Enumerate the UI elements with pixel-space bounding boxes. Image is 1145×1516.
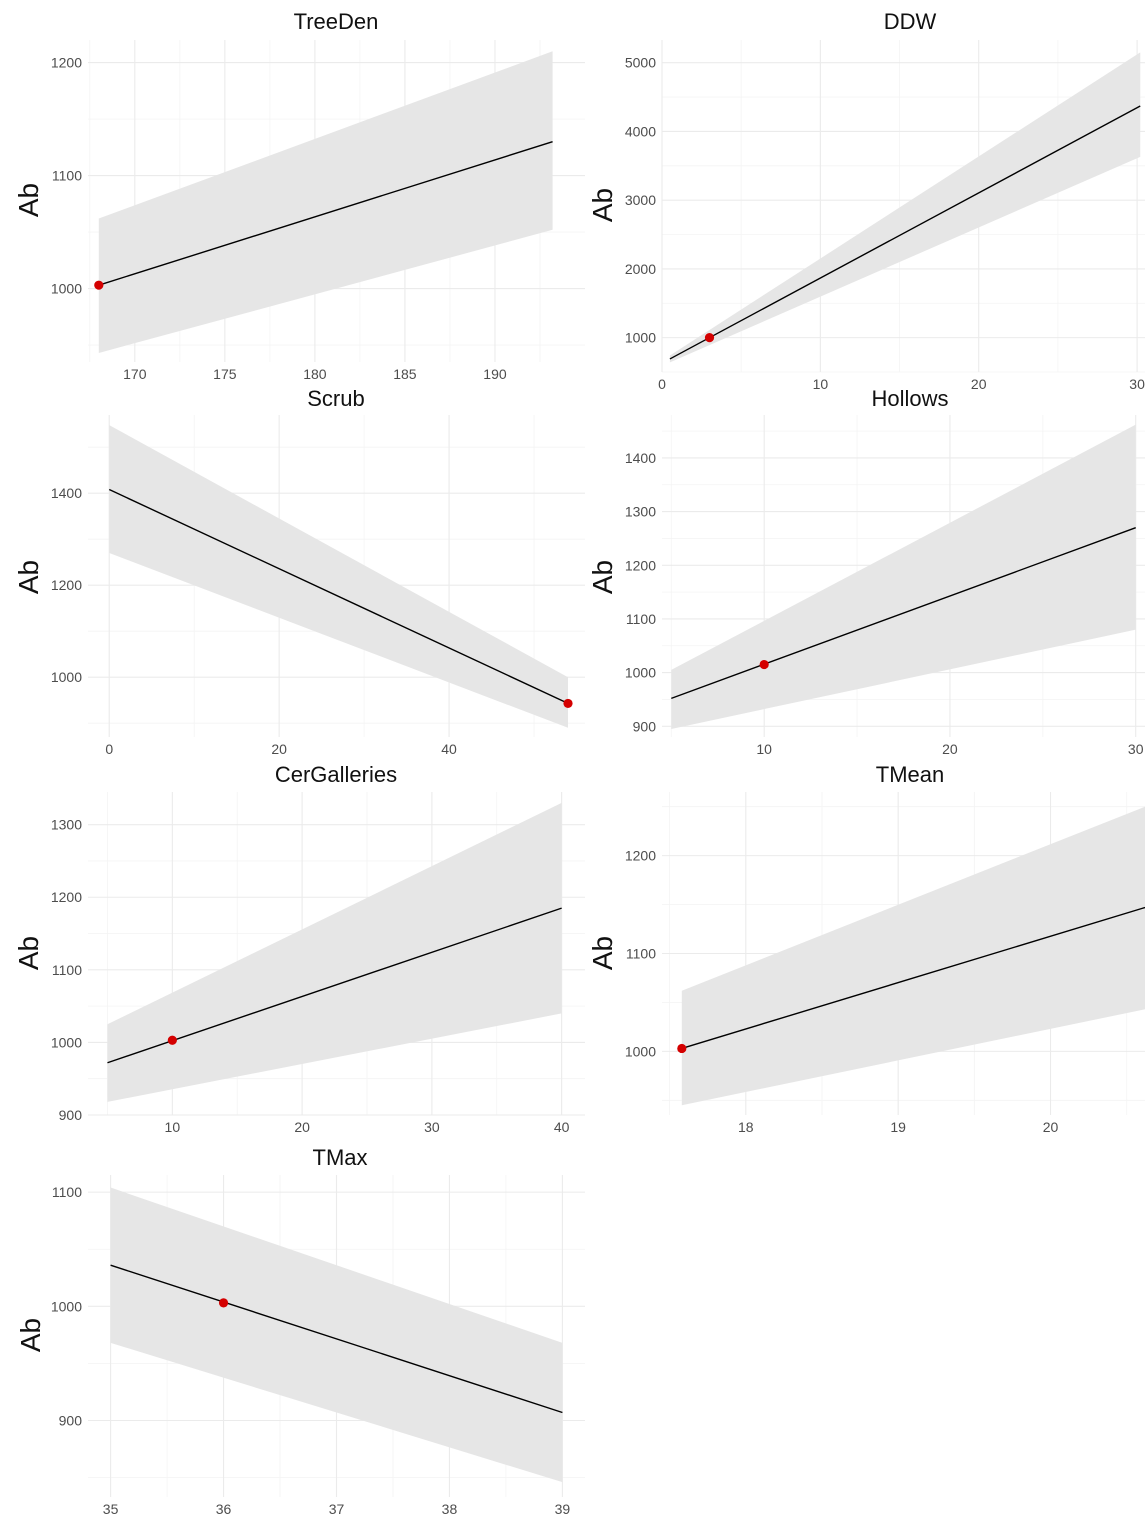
data-point bbox=[704, 333, 715, 343]
y-tick-label: 1200 bbox=[51, 577, 82, 593]
y-tick-label: 900 bbox=[59, 1107, 83, 1123]
panel-tmax: 35 36 37 38 39 900 1000 1100 TMax Ab bbox=[15, 1145, 585, 1516]
panel-title: TMean bbox=[876, 762, 944, 787]
confidence-band bbox=[671, 424, 1136, 729]
y-tick-label: 5000 bbox=[625, 55, 656, 71]
panel-hollows: 10 20 30 900 1000 1100 1200 1300 1400 Hollows Ab bbox=[587, 386, 1145, 757]
y-tick-label: 1400 bbox=[625, 450, 656, 466]
y-tick-label: 900 bbox=[59, 1412, 83, 1428]
confidence-band bbox=[110, 1187, 563, 1483]
panel-scrub: 0 20 40 1000 1200 1400 Scrub Ab bbox=[13, 386, 585, 757]
y-tick-label: 1100 bbox=[52, 1184, 82, 1200]
x-tick-label: 10 bbox=[756, 741, 772, 757]
panel-title: DDW bbox=[884, 9, 937, 34]
data-point bbox=[218, 1298, 229, 1308]
panel-title: Scrub bbox=[307, 386, 364, 411]
x-tick-label: 170 bbox=[123, 366, 147, 382]
data-point bbox=[94, 280, 104, 290]
y-tick-label: 1100 bbox=[52, 168, 82, 184]
x-tick-label: 18 bbox=[738, 1119, 754, 1135]
y-tick-label: 900 bbox=[633, 718, 657, 734]
confidence-band bbox=[681, 806, 1145, 1106]
confidence-band bbox=[669, 52, 1141, 363]
panel-title: TreeDen bbox=[294, 9, 379, 34]
x-tick-label: 30 bbox=[1129, 376, 1145, 392]
y-tick-label: 1200 bbox=[625, 848, 656, 864]
panel-cergalleries: 10 20 30 40 900 1000 1100 1200 1300 CerGalleries A… bbox=[13, 762, 585, 1135]
x-tick-label: 10 bbox=[813, 376, 829, 392]
x-tick-label: 10 bbox=[165, 1119, 181, 1135]
fit-line bbox=[110, 1264, 563, 1414]
x-tick-label: 0 bbox=[105, 741, 113, 757]
x-tick-label: 180 bbox=[303, 366, 327, 382]
y-tick-label: 1000 bbox=[625, 1043, 656, 1059]
x-tick-label: 175 bbox=[213, 366, 237, 382]
y-tick-label: 1000 bbox=[51, 281, 82, 297]
x-tick-label: 39 bbox=[555, 1501, 571, 1516]
x-tick-label: 30 bbox=[1128, 741, 1144, 757]
panel-treeden: 170 175 180 185 190 1000 1100 1200 TreeDen Ab bbox=[13, 9, 585, 382]
y-tick-label: 1300 bbox=[625, 504, 656, 520]
fit-line bbox=[98, 141, 553, 286]
y-axis-label: Ab bbox=[15, 1318, 46, 1352]
y-tick-label: 1100 bbox=[626, 946, 656, 962]
confidence-band bbox=[109, 425, 569, 728]
y-tick-label: 1000 bbox=[51, 669, 82, 685]
y-tick-label: 1200 bbox=[51, 55, 82, 71]
y-tick-label: 1400 bbox=[51, 485, 82, 501]
y-tick-label: 1100 bbox=[52, 962, 82, 978]
y-axis-label: Ab bbox=[587, 188, 618, 222]
y-axis-label: Ab bbox=[13, 183, 44, 217]
y-tick-label: 4000 bbox=[625, 123, 656, 139]
data-point bbox=[677, 1043, 687, 1054]
x-tick-label: 0 bbox=[658, 376, 666, 392]
confidence-band bbox=[107, 802, 562, 1102]
x-tick-label: 20 bbox=[942, 741, 958, 757]
data-point bbox=[167, 1035, 177, 1045]
y-axis-label: Ab bbox=[587, 936, 618, 970]
fit-line bbox=[671, 527, 1136, 700]
x-tick-label: 20 bbox=[1043, 1119, 1059, 1135]
x-tick-label: 20 bbox=[971, 376, 987, 392]
panel-ddw: 0 10 20 30 1000 2000 3000 4000 5000 DDW Ab bbox=[587, 9, 1145, 392]
y-tick-label: 1000 bbox=[625, 330, 656, 346]
x-tick-label: 20 bbox=[271, 741, 287, 757]
y-axis-label: Ab bbox=[13, 560, 44, 594]
y-tick-label: 1200 bbox=[625, 557, 656, 573]
fit-line bbox=[108, 488, 569, 705]
panel-title: TMax bbox=[313, 1145, 368, 1170]
data-point bbox=[759, 659, 769, 670]
y-tick-label: 1000 bbox=[51, 1034, 82, 1050]
y-tick-label: 1100 bbox=[626, 611, 656, 627]
x-tick-label: 19 bbox=[890, 1119, 906, 1135]
y-axis-label: Ab bbox=[587, 560, 618, 594]
fit-line bbox=[107, 907, 562, 1064]
x-tick-label: 40 bbox=[554, 1119, 570, 1135]
x-tick-label: 36 bbox=[216, 1501, 232, 1516]
y-axis-label: Ab bbox=[13, 936, 44, 970]
x-tick-label: 30 bbox=[424, 1119, 440, 1135]
data-point bbox=[563, 698, 573, 709]
panel-title: Hollows bbox=[871, 386, 948, 411]
x-tick-label: 185 bbox=[393, 366, 417, 382]
y-tick-label: 1000 bbox=[51, 1298, 82, 1314]
x-tick-label: 190 bbox=[483, 366, 507, 382]
y-tick-label: 3000 bbox=[625, 192, 656, 208]
x-tick-label: 37 bbox=[329, 1501, 345, 1516]
x-tick-label: 20 bbox=[294, 1119, 310, 1135]
y-tick-label: 2000 bbox=[625, 261, 656, 277]
panel-tmean: 18 19 20 1000 1100 1200 TMean Ab bbox=[587, 762, 1145, 1135]
fit-line bbox=[669, 105, 1141, 360]
y-tick-label: 1200 bbox=[51, 889, 82, 905]
x-tick-label: 35 bbox=[103, 1501, 119, 1516]
y-tick-label: 1000 bbox=[625, 665, 656, 681]
x-tick-label: 40 bbox=[441, 741, 457, 757]
panel-title: CerGalleries bbox=[275, 762, 397, 787]
fit-line bbox=[681, 906, 1145, 1050]
confidence-band bbox=[98, 51, 553, 353]
y-tick-label: 1300 bbox=[51, 817, 82, 833]
x-tick-label: 38 bbox=[442, 1501, 458, 1516]
